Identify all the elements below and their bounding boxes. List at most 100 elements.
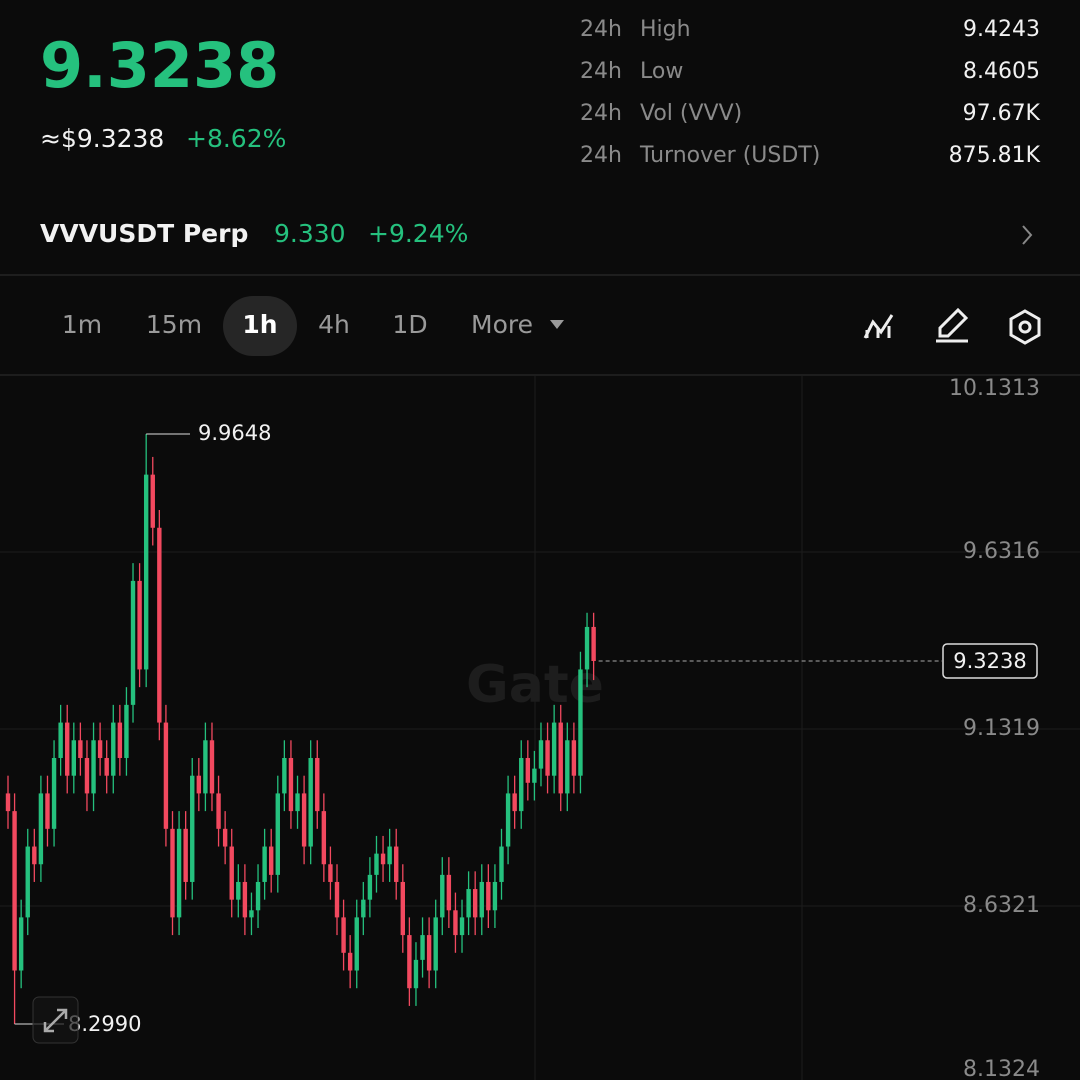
candle-body	[591, 626, 596, 662]
tab[interactable]: 1h	[242, 310, 277, 339]
candle-body	[453, 910, 458, 936]
stat-period: 24h	[580, 101, 622, 126]
stat-label: Turnover (USDT)	[639, 143, 820, 168]
candle-body	[163, 722, 169, 829]
toolbar	[863, 307, 1041, 345]
candle-body	[315, 757, 320, 812]
tabs: 1m 15m 1h 4h 1D More	[62, 296, 564, 356]
candle-body	[505, 793, 511, 847]
candle-body	[525, 757, 531, 783]
candle-body	[394, 846, 399, 882]
candle-body	[407, 935, 412, 989]
candle-body	[512, 793, 517, 812]
candle-body	[97, 740, 103, 758]
candle-body	[492, 881, 498, 911]
perp-name: VVVUSDT Perp	[40, 219, 248, 248]
chevron	[1022, 225, 1033, 245]
perp-change: +9.24%	[368, 219, 468, 248]
candle-body	[183, 828, 188, 882]
candle-body	[190, 775, 195, 882]
last-price-label: 9.3238	[953, 649, 1026, 673]
stat-value: 9.4243	[963, 17, 1040, 42]
candle-body	[65, 722, 70, 776]
stat-period: 24h	[580, 17, 622, 42]
stat-label: Vol (VVV)	[640, 101, 742, 126]
candle-body	[334, 881, 340, 918]
candle-body	[440, 874, 445, 918]
candle-body	[558, 722, 563, 794]
stat-label: Low	[640, 59, 683, 84]
candle-body	[111, 722, 116, 776]
min-label: 8.2990	[68, 1012, 141, 1036]
candle-body	[532, 768, 537, 783]
candle-body	[361, 899, 366, 918]
candle-body	[51, 757, 57, 829]
candle-body	[124, 704, 129, 758]
candle-body	[84, 757, 90, 794]
stat-value: 875.81K	[949, 143, 1041, 168]
candle-body	[571, 740, 577, 776]
tab[interactable]: 4h	[318, 310, 350, 339]
candle-body	[255, 881, 261, 911]
candle-body	[275, 793, 280, 875]
candle-body	[367, 874, 373, 900]
tab[interactable]: More	[471, 310, 533, 339]
y-tick-label: 9.1319	[963, 716, 1040, 741]
candle-body	[446, 874, 452, 911]
candle-body	[472, 889, 478, 918]
candle-body	[433, 917, 438, 971]
candle-body	[538, 740, 544, 769]
candle-body	[130, 580, 136, 705]
candle-body	[176, 828, 182, 918]
candle-body	[354, 917, 359, 971]
y-tick-label: 10.1313	[949, 376, 1040, 401]
candle-body	[25, 846, 30, 918]
max-label: 9.9648	[198, 421, 271, 445]
candle-body	[545, 740, 550, 776]
candle-body	[229, 846, 234, 900]
tab[interactable]: 1m	[62, 310, 102, 339]
candle-body	[45, 793, 50, 829]
tab[interactable]: 1D	[392, 310, 427, 339]
candle-body	[426, 935, 432, 971]
candle-body	[18, 917, 24, 971]
candle-body	[499, 846, 504, 882]
candle-body	[341, 917, 346, 953]
candle-body	[519, 757, 524, 812]
candle-body	[486, 881, 491, 911]
candle-body	[347, 952, 353, 971]
candle-body	[38, 793, 44, 865]
stat-label: High	[640, 17, 691, 42]
indicator-icon[interactable]	[863, 314, 894, 339]
candle-body	[387, 846, 392, 865]
candle-body	[262, 846, 267, 882]
candle-body	[137, 580, 142, 670]
candle-body	[578, 669, 583, 776]
candle-body	[32, 846, 37, 865]
candle-body	[374, 853, 379, 875]
candle-body	[551, 722, 557, 776]
fiat-price: ≈$9.3238	[40, 124, 164, 153]
candle-body	[288, 757, 294, 812]
candle-body	[413, 959, 419, 989]
tab-selected-bg	[223, 296, 297, 356]
candle-body	[328, 864, 333, 882]
candle-body	[150, 474, 155, 528]
candle-body	[170, 828, 175, 918]
stat-value: 97.67K	[963, 101, 1041, 126]
candle-body	[301, 793, 307, 847]
stat-period: 24h	[580, 59, 622, 84]
candle-body	[321, 811, 327, 865]
perp-row[interactable]: VVVUSDT Perp 9.330 +9.24%	[40, 219, 1033, 248]
perp-price: 9.330	[274, 219, 346, 248]
tab[interactable]: 15m	[146, 310, 202, 339]
candle-body	[143, 474, 149, 670]
draw-icon[interactable]	[936, 307, 969, 343]
y-tick-label: 8.6321	[963, 893, 1040, 918]
candle-body	[242, 881, 248, 918]
expand-button[interactable]	[32, 996, 79, 1044]
settings-icon[interactable]	[1009, 309, 1041, 345]
last-price-box	[942, 643, 1038, 679]
